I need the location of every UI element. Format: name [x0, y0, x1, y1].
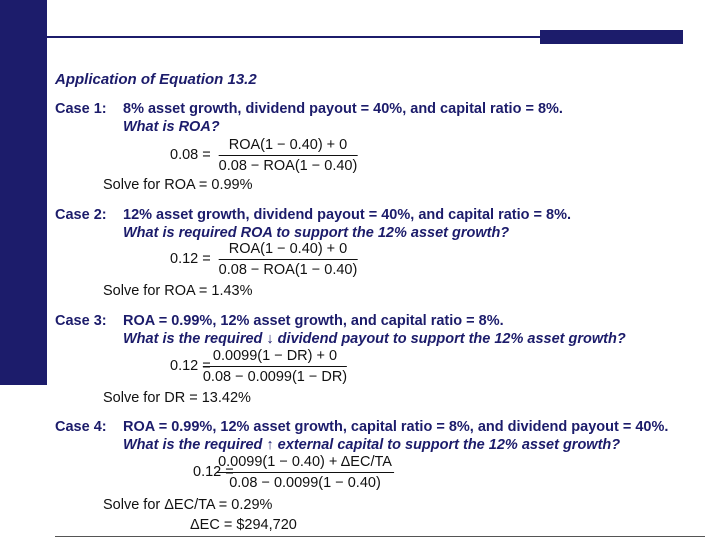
case-description: 8% asset growth, dividend payout = 40%, …	[123, 101, 563, 117]
solution: ΔEC = $294,720	[190, 517, 297, 533]
fraction: ROA(1 − 0.40) + 0 0.08 − ROA(1 − 0.40)	[218, 137, 358, 174]
equation-lhs: 0.08 =	[170, 147, 211, 163]
case-question: What is the required ↑ external capital …	[123, 437, 621, 453]
case-description: 12% asset growth, dividend payout = 40%,…	[123, 207, 572, 223]
numerator: 0.0099(1 − 0.40) + ΔEC/TA	[216, 454, 394, 473]
denominator: 0.08 − ROA(1 − 0.40)	[218, 158, 358, 174]
denominator: 0.08 − 0.0099(1 − DR)	[202, 369, 348, 385]
equation-lhs: 0.12 =	[193, 464, 234, 480]
case-question: What is ROA?	[123, 119, 220, 135]
numerator: ROA(1 − 0.40) + 0	[218, 137, 358, 156]
case-question: What is the required ↓ dividend payout t…	[123, 331, 626, 347]
denominator: 0.08 − ROA(1 − 0.40)	[218, 262, 358, 278]
side-bar	[0, 0, 47, 385]
equation-lhs: 0.12 =	[170, 358, 211, 374]
equation-lhs: 0.12 =	[170, 251, 211, 267]
fraction: ROA(1 − 0.40) + 0 0.08 − ROA(1 − 0.40)	[218, 241, 358, 278]
case-label: Case 3:	[55, 313, 107, 329]
top-rule	[30, 36, 545, 38]
title: Application of Equation 13.2	[55, 71, 257, 88]
case-label: Case 1:	[55, 101, 107, 117]
top-block	[540, 30, 683, 44]
case-label: Case 2:	[55, 207, 107, 223]
solution: Solve for DR = 13.42%	[103, 390, 251, 406]
numerator: 0.0099(1 − DR) + 0	[202, 348, 348, 367]
case-description: ROA = 0.99%, 12% asset growth, capital r…	[123, 419, 669, 435]
fraction: 0.0099(1 − DR) + 0 0.08 − 0.0099(1 − DR)	[202, 348, 348, 385]
solution: Solve for ROA = 0.99%	[103, 177, 253, 193]
case-description: ROA = 0.99%, 12% asset growth, and capit…	[123, 313, 504, 329]
case-label: Case 4:	[55, 419, 107, 435]
solution: Solve for ROA = 1.43%	[103, 283, 253, 299]
denominator: 0.08 − 0.0099(1 − 0.40)	[229, 475, 381, 491]
case-question: What is required ROA to support the 12% …	[123, 225, 510, 241]
solution: Solve for ΔEC/TA = 0.29%	[103, 497, 273, 513]
bottom-rule	[55, 536, 705, 537]
numerator: ROA(1 − 0.40) + 0	[218, 241, 358, 260]
fraction: 0.0099(1 − 0.40) + ΔEC/TA 0.08 − 0.0099(1…	[216, 454, 394, 491]
